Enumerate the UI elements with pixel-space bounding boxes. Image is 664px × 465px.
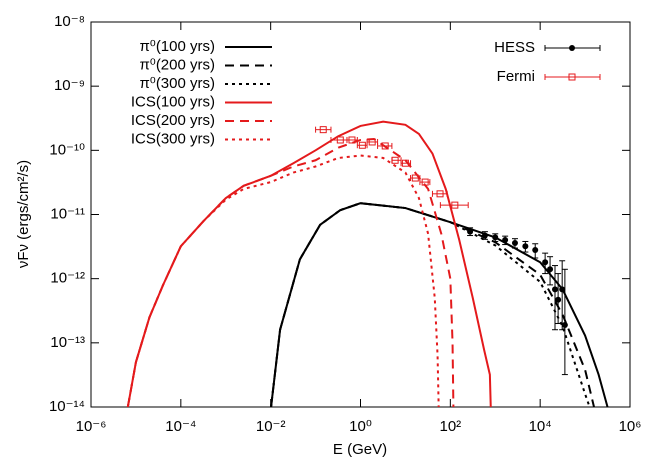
y-tick-label: 10⁻⁸: [54, 13, 85, 30]
legend-label: HESS: [494, 39, 535, 56]
x-tick-label: 10⁶: [619, 418, 642, 435]
series-line: [270, 202, 595, 407]
data-point: [401, 159, 409, 167]
legend-label: ICS(200 yrs): [131, 112, 215, 129]
data-point: [492, 234, 499, 241]
data-point: [532, 246, 539, 253]
data-point: [336, 136, 344, 144]
plot-area: [126, 120, 609, 407]
x-tick-label: 10⁻⁶: [76, 418, 107, 435]
x-tick-label: 10²: [439, 418, 461, 435]
legend-marker: [569, 45, 575, 51]
y-tick-label: 10⁻¹⁰: [49, 141, 85, 158]
y-tick-label: 10⁻¹⁴: [49, 398, 85, 415]
data-point: [381, 142, 389, 150]
data-point: [319, 126, 327, 134]
data-point: [368, 138, 376, 146]
legend-label: ICS(100 yrs): [131, 93, 215, 110]
legend-label: π⁰(300 yrs): [139, 75, 215, 92]
data-point: [559, 286, 566, 293]
x-axis-label: E (GeV): [333, 441, 387, 458]
data-point: [502, 237, 509, 244]
data-point: [358, 141, 366, 149]
data-point: [451, 201, 459, 209]
series-line: [126, 138, 455, 407]
data-point: [552, 286, 559, 293]
data-point: [561, 321, 568, 328]
x-tick-label: 10⁻²: [256, 418, 286, 435]
data-point: [542, 259, 549, 266]
legend-label: π⁰(200 yrs): [139, 56, 215, 73]
data-point: [555, 296, 562, 303]
data-point: [522, 243, 529, 250]
data-point: [391, 156, 399, 164]
data-point: [467, 228, 474, 235]
data-point: [421, 178, 429, 186]
data-point: [511, 239, 518, 246]
y-axis-label: νFν (ergs/cm²/s): [15, 160, 32, 268]
y-tick-label: 10⁻¹³: [50, 334, 85, 351]
series-line: [126, 120, 492, 407]
data-point: [411, 174, 419, 182]
data-point: [481, 232, 488, 239]
x-tick-label: 10⁴: [529, 418, 552, 435]
legend-label: ICS(300 yrs): [131, 130, 215, 147]
series-line: [126, 154, 440, 407]
legend-marker: [568, 73, 576, 81]
legend-label: Fermi: [497, 68, 535, 85]
data-point: [547, 266, 554, 273]
x-tick-label: 10⁻⁴: [165, 418, 196, 435]
legend-label: π⁰(100 yrs): [139, 38, 215, 55]
x-tick-label: 10⁰: [349, 418, 372, 435]
data-point: [348, 136, 356, 144]
y-tick-label: 10⁻¹²: [50, 270, 85, 287]
y-tick-label: 10⁻⁹: [54, 77, 85, 94]
data-point: [436, 190, 444, 198]
y-tick-label: 10⁻¹¹: [50, 205, 85, 222]
series-line: [270, 202, 591, 407]
